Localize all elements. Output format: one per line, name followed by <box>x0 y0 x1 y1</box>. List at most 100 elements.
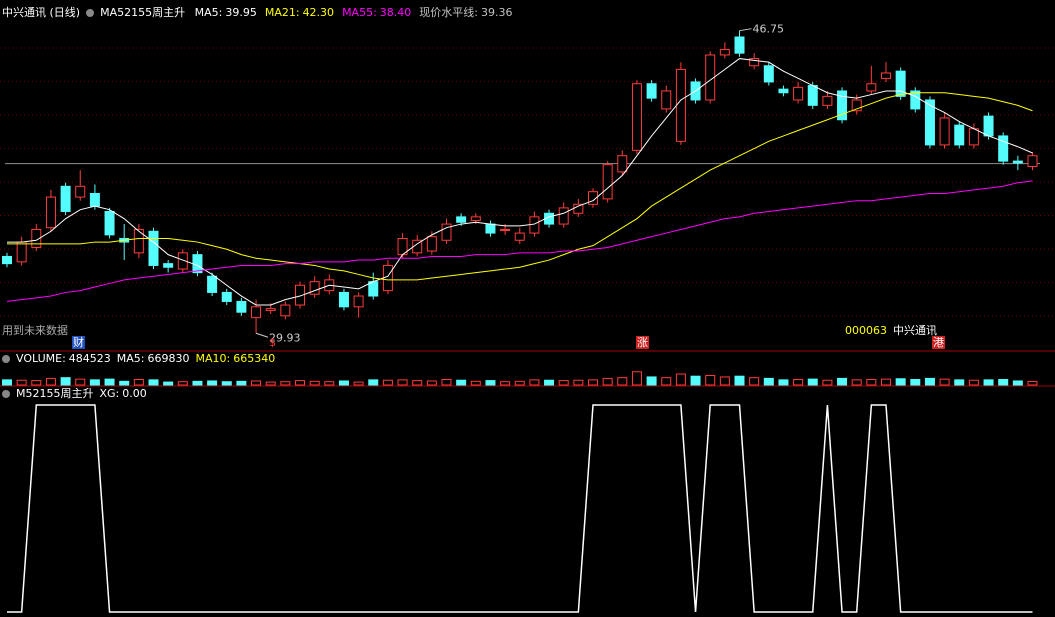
candle-body <box>646 83 657 99</box>
candle-body <box>617 155 628 173</box>
candle-body <box>192 254 203 274</box>
candle-body <box>500 228 511 231</box>
volume-bar <box>295 380 305 386</box>
volume-bar <box>998 379 1009 386</box>
code: 000063 <box>845 324 887 337</box>
volume-bar <box>280 381 291 386</box>
signal-line <box>7 404 1033 613</box>
candle-body <box>602 164 613 200</box>
volume-bar <box>456 379 467 386</box>
candle-body <box>470 216 481 221</box>
candle-body <box>837 90 848 121</box>
indicator-header: M52155周主升 XG: 0.00 <box>2 387 150 401</box>
title: 中兴通讯 (日线) <box>2 6 81 19</box>
candle-body <box>163 263 174 268</box>
legend-value: 38.40 <box>379 6 412 19</box>
legend-value: 669830 <box>147 352 190 365</box>
price-header: 中兴通讯 (日线) MA52155周主升 MA5: 39.95 MA21: 42.30 M… <box>2 6 516 20</box>
icon <box>2 355 10 363</box>
volume-bar <box>368 379 379 386</box>
legend-label: VOLUME: <box>16 352 66 365</box>
volume-bar <box>324 381 335 386</box>
volume-bar <box>426 380 437 386</box>
candle-body <box>910 90 921 110</box>
volume-bar <box>631 371 642 386</box>
candle-body <box>866 83 877 92</box>
volume-bar <box>500 381 511 386</box>
volume-bar <box>353 381 364 386</box>
volume-bar <box>45 377 56 386</box>
volume-bar <box>485 380 496 386</box>
stock-id: 000063 中兴通讯 <box>845 324 943 338</box>
candle-body <box>207 275 218 293</box>
volume-bar <box>881 378 891 386</box>
volume-bar <box>837 377 848 386</box>
volume-bar <box>1027 380 1038 386</box>
volume-bar <box>148 379 159 386</box>
event-marker: 港 <box>932 336 945 349</box>
hline-label: 现价水平线: <box>419 6 478 19</box>
volume-bar <box>558 380 569 386</box>
candle-body <box>45 196 56 229</box>
note: 用到未来数据 <box>2 324 68 337</box>
legend-label: MA21: <box>264 6 300 19</box>
ma-line <box>6 180 1033 302</box>
icon <box>2 390 10 398</box>
candle-body <box>89 192 100 207</box>
volume-bar <box>75 378 86 386</box>
candle-body <box>778 88 789 94</box>
candle-body <box>822 95 833 106</box>
candle-body <box>133 228 144 254</box>
volume-bar <box>588 379 598 386</box>
candle-body <box>456 216 467 223</box>
candle-body <box>1012 160 1023 164</box>
candle-body <box>968 128 979 146</box>
legend-value: 39.95 <box>225 6 257 19</box>
legend-label: MA55: <box>342 6 377 19</box>
icon <box>86 9 95 17</box>
volume-bar <box>221 381 232 386</box>
candle-body <box>661 90 672 110</box>
candle-body <box>851 99 862 112</box>
candle-body <box>514 232 525 241</box>
candle-body <box>251 306 262 319</box>
volume-bar <box>749 377 760 386</box>
volume-bar <box>89 379 100 386</box>
legend-value: 665340 <box>233 352 276 365</box>
candle-body <box>1027 155 1038 168</box>
volume-bar <box>441 379 452 386</box>
candle-body <box>881 72 891 79</box>
volume-bar <box>16 379 27 386</box>
candle-body <box>807 85 818 106</box>
volume-bar <box>104 378 115 386</box>
candle-body <box>280 304 291 317</box>
volume-bar <box>207 380 218 386</box>
candle-body <box>749 58 760 67</box>
volume-bar <box>954 379 965 386</box>
volume-bar <box>1012 380 1023 386</box>
legend-value: 484523 <box>68 352 111 365</box>
volume-bar <box>661 377 672 386</box>
volume-bar <box>397 379 408 386</box>
volume-bar <box>617 377 628 386</box>
volume-bar <box>412 380 423 386</box>
candle-body <box>631 83 642 151</box>
candle-body <box>16 241 27 263</box>
candle-body <box>295 284 305 306</box>
volume-bar <box>470 380 481 386</box>
volume-bar <box>983 379 994 386</box>
event-marker: 涨 <box>636 336 649 349</box>
event-marker: $ <box>269 336 276 349</box>
volume-bar <box>822 379 833 386</box>
candle-body <box>558 207 569 225</box>
candle-body <box>31 228 42 248</box>
volume-bar <box>734 375 745 386</box>
volume-bar <box>705 374 716 386</box>
volume-bar <box>251 380 262 386</box>
indicator-name: MA52155周主升 <box>100 6 186 19</box>
candle-body <box>939 117 950 146</box>
volume-bar <box>529 379 540 386</box>
candle-body <box>426 236 437 252</box>
annotation-label: 46.75 <box>753 23 785 36</box>
